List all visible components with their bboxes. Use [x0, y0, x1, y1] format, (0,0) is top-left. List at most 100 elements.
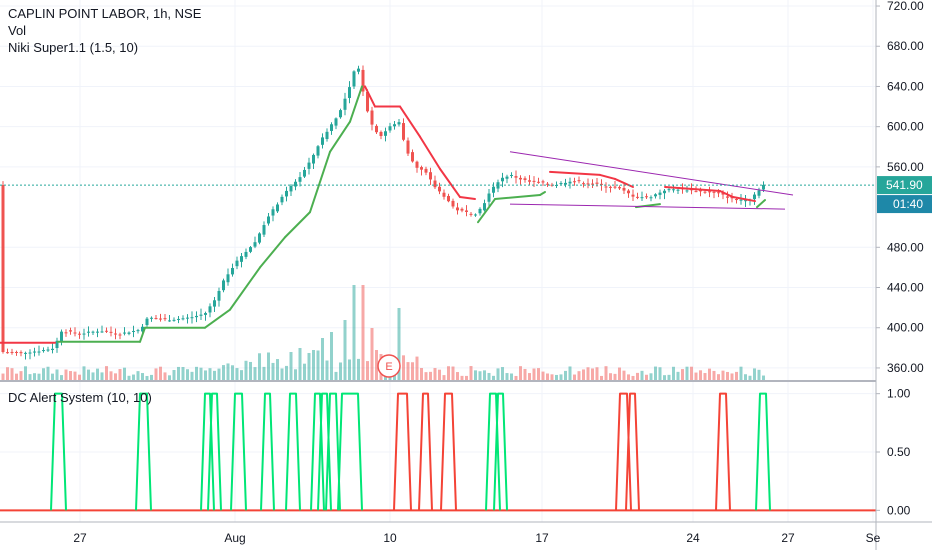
volume-bar	[406, 362, 410, 380]
supertrend-segment	[477, 198, 496, 224]
candle-body	[384, 131, 387, 136]
oscillator-pulse	[418, 392, 433, 511]
volume-bar	[307, 352, 311, 380]
candle-body	[744, 200, 747, 202]
symbol-title[interactable]: CAPLIN POINT LABOR, 1h, NSE	[8, 6, 202, 21]
volume-bar	[591, 368, 594, 380]
volume-bar	[487, 372, 491, 380]
candle-body	[357, 68, 360, 72]
volume-bar	[55, 369, 59, 380]
candle-body	[591, 183, 594, 185]
volume-legend[interactable]: Vol	[8, 23, 27, 38]
candle-body	[10, 351, 14, 353]
candle-body	[739, 199, 743, 201]
volume-bar	[622, 370, 626, 380]
grid	[0, 0, 876, 522]
candle-body	[100, 331, 104, 333]
candle-body	[645, 196, 648, 198]
trendlines	[509, 151, 794, 210]
candle-body	[429, 172, 432, 180]
candle-body	[91, 331, 95, 333]
time-tick-label: 24	[686, 531, 700, 545]
volume-bar	[226, 363, 230, 380]
oscillator-pulse	[260, 392, 275, 511]
volume-bar	[366, 361, 369, 380]
candle-body	[604, 186, 608, 188]
volume-bar	[172, 369, 176, 380]
volume-bar	[181, 367, 185, 380]
supertrend-segment	[599, 173, 616, 180]
candle-body	[168, 320, 171, 322]
volume-bar	[492, 375, 495, 380]
volume-bar	[6, 367, 9, 380]
oscillator-pulse	[200, 392, 215, 511]
volume-bar	[159, 366, 162, 380]
last-price-badge: 541.90	[877, 176, 932, 195]
candle-body	[289, 185, 293, 192]
volume-bar	[438, 369, 441, 380]
price-tick-label: 560.00	[887, 160, 924, 174]
volume-bar	[460, 375, 464, 380]
trendline	[509, 203, 786, 210]
earnings-marker[interactable]: E	[377, 354, 401, 378]
volume-bar	[132, 374, 135, 380]
candle-body	[321, 137, 324, 145]
price-tick-label: 360.00	[887, 361, 924, 375]
price-axis-bg[interactable]	[876, 0, 932, 522]
volume-bar	[51, 373, 54, 380]
candle-body	[213, 300, 216, 307]
candle-body	[352, 71, 356, 87]
volume-bar	[195, 366, 198, 380]
candle-body	[222, 280, 225, 291]
volume-bar	[712, 370, 716, 380]
candle-body	[6, 352, 9, 354]
candle-body	[726, 196, 729, 198]
candle-body	[447, 195, 450, 202]
candle-body	[64, 332, 68, 334]
volume-bar	[694, 372, 698, 380]
volume-bar	[537, 368, 540, 380]
volume-bar	[744, 374, 747, 380]
volume-bar	[357, 358, 360, 380]
candle-body	[510, 174, 513, 176]
candle-body	[186, 317, 189, 319]
pane-separator[interactable]	[0, 380, 932, 382]
candle-body	[640, 197, 644, 199]
candle-body	[118, 334, 122, 336]
candle-body	[654, 194, 657, 197]
candle-body	[28, 352, 32, 354]
trendline	[509, 151, 794, 196]
volume-bar	[375, 350, 378, 380]
oscillator-pulse	[230, 392, 247, 511]
volume-bar	[109, 371, 113, 380]
candle-body	[649, 197, 653, 199]
candle-body	[298, 177, 302, 182]
candle-body	[339, 110, 342, 118]
candle-body	[294, 181, 297, 187]
supertrend-segment	[139, 326, 146, 343]
candle-body	[492, 186, 495, 193]
volume-bar	[96, 368, 99, 380]
candle-body	[42, 350, 45, 352]
candle-body	[478, 208, 482, 214]
volume-bar	[78, 374, 81, 380]
volume-bar	[294, 369, 297, 380]
volume-bar	[609, 373, 612, 380]
oscillator-legend[interactable]: DC Alert System (10, 10)	[8, 390, 152, 405]
indicator-legend[interactable]: Niki Super1.1 (1.5, 10)	[8, 40, 139, 55]
candle-body	[145, 318, 149, 326]
candle-body	[240, 256, 243, 262]
candle-body	[735, 199, 738, 201]
volume-bar	[28, 374, 32, 380]
volume-bar	[411, 362, 414, 380]
volume-bar	[483, 370, 486, 380]
volume-bar	[523, 368, 527, 380]
volume-bar	[253, 367, 257, 380]
candle-body	[15, 351, 18, 353]
oscillator-pulse	[310, 392, 325, 511]
volume-bar	[213, 370, 216, 380]
volume-bar	[280, 368, 284, 380]
time-tick-label: 17	[535, 531, 549, 545]
oscillator-pulse	[485, 392, 501, 511]
